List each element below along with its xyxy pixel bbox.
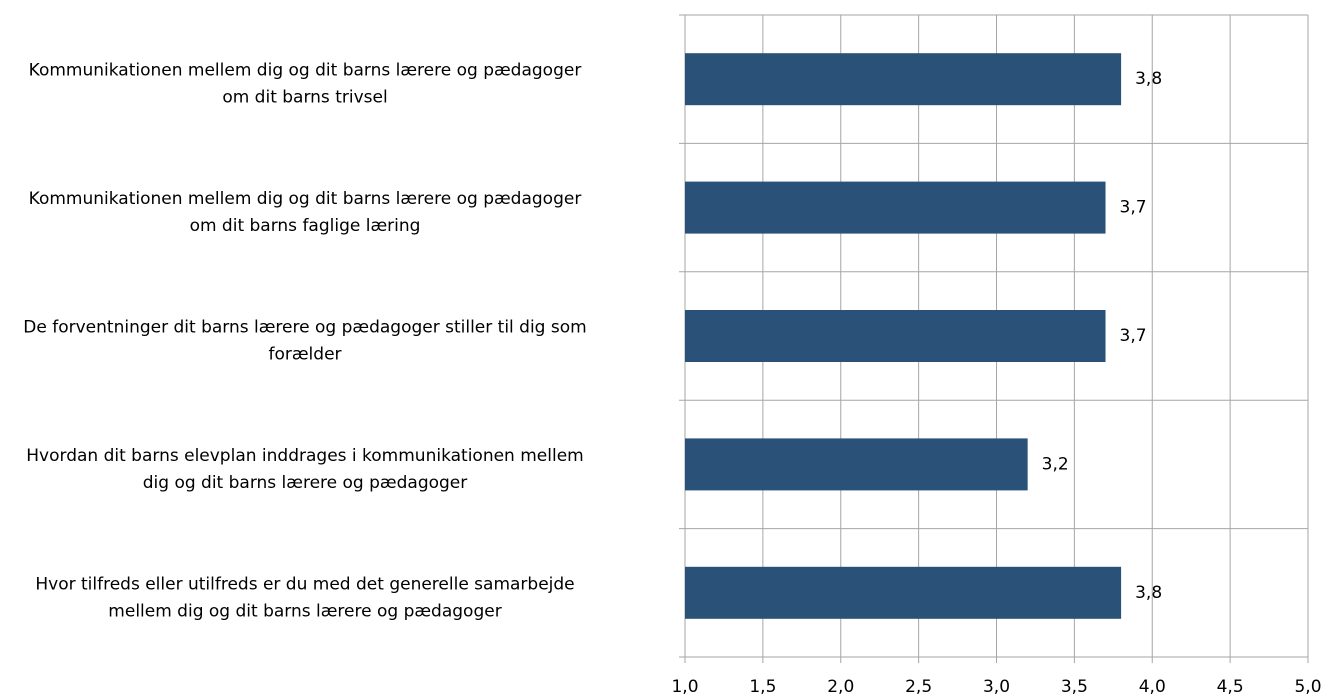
value-label: 3,2 [1042,454,1069,474]
bar [685,566,1122,619]
x-tick-label: 4,0 [1139,677,1166,697]
y-tick-label: Hvordan dit barns elevplan inddrages i k… [26,446,583,493]
x-tick-label: 5,0 [1294,677,1321,697]
y-tick-label: Kommunikationen mellem dig og dit barns … [29,189,582,236]
x-tick-label: 2,5 [905,677,932,697]
x-tick-label: 1,5 [749,677,776,697]
y-tick-label: Hvor tilfreds eller utilfreds er du med … [35,574,574,621]
x-tick-label: 2,0 [827,677,854,697]
value-label: 3,7 [1120,198,1147,218]
y-tick-label: Kommunikationen mellem dig og dit barns … [29,61,582,108]
x-tick-label: 1,0 [671,677,698,697]
x-tick-label: 3,0 [983,677,1010,697]
value-label: 3,8 [1135,583,1162,603]
bar [685,310,1106,362]
x-tick-label: 4,5 [1217,677,1244,697]
bar [685,438,1028,491]
bar [685,53,1122,106]
y-tick-label: De forventninger dit barns lærere og pæd… [23,318,586,365]
x-tick-label: 3,5 [1061,677,1088,697]
value-label: 3,8 [1135,69,1162,89]
value-label: 3,7 [1120,326,1147,346]
bar [685,181,1106,234]
